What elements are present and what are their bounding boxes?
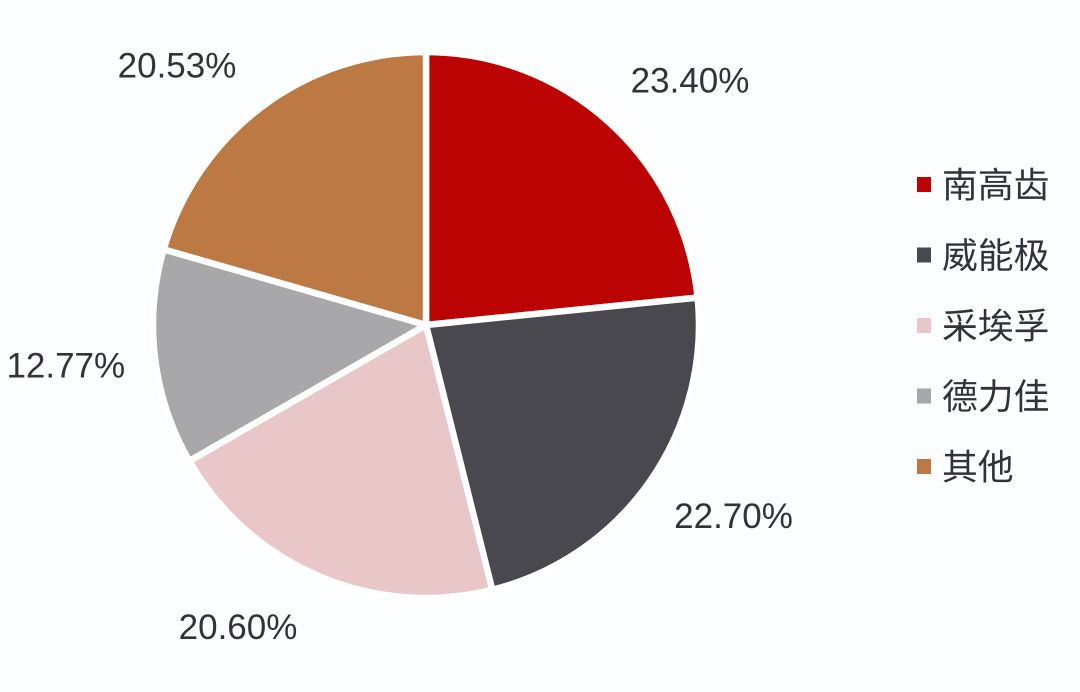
svg-text:20.53%: 20.53%	[118, 47, 237, 86]
svg-text:23.40%: 23.40%	[631, 62, 750, 101]
svg-text:20.60%: 20.60%	[179, 608, 298, 647]
svg-text:22.70%: 22.70%	[674, 497, 793, 536]
svg-text:12.77%: 12.77%	[6, 347, 125, 386]
